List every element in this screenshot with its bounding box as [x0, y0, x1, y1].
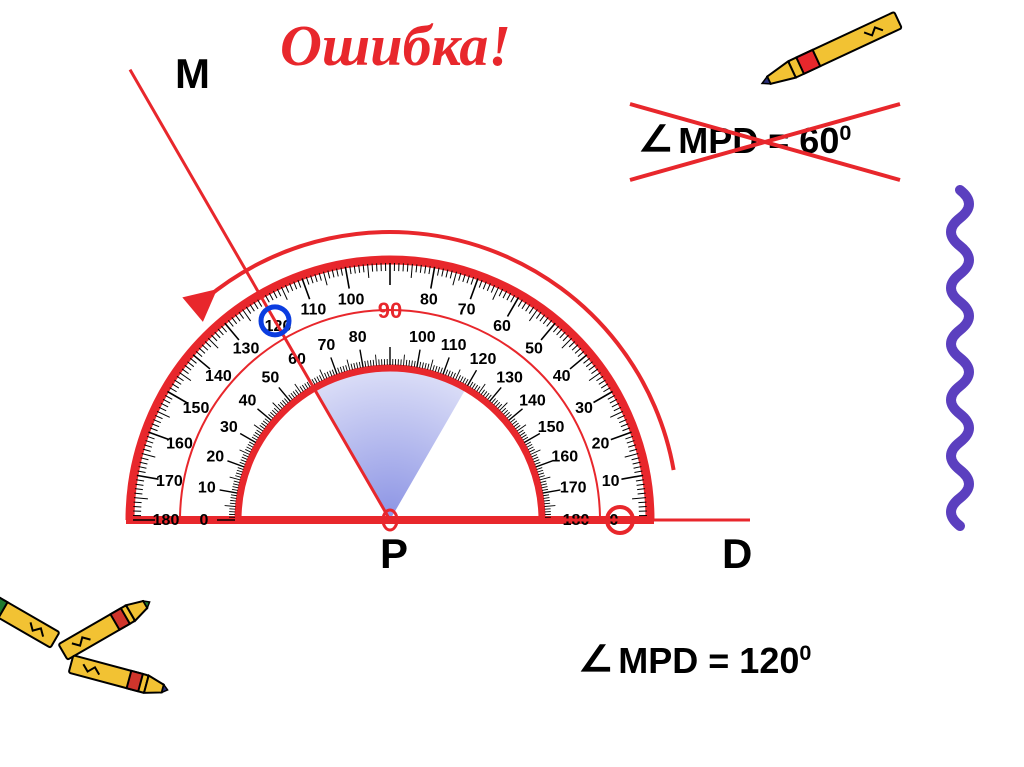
- svg-text:40: 40: [239, 392, 257, 409]
- svg-text:150: 150: [538, 419, 565, 436]
- svg-text:180: 180: [153, 512, 180, 529]
- squiggle-icon: [951, 190, 969, 526]
- svg-text:140: 140: [519, 392, 546, 409]
- svg-text:30: 30: [220, 419, 238, 436]
- svg-text:100: 100: [338, 291, 365, 308]
- svg-text:90: 90: [378, 298, 402, 323]
- svg-text:110: 110: [300, 302, 326, 319]
- svg-text:20: 20: [206, 448, 224, 465]
- diagram-svg: 0180101702016030150401405013060120701108…: [0, 0, 1024, 767]
- svg-text:40: 40: [553, 368, 571, 385]
- svg-text:130: 130: [233, 340, 260, 357]
- svg-text:170: 170: [156, 473, 183, 490]
- svg-text:130: 130: [496, 370, 523, 387]
- crayon-icon: [0, 582, 60, 648]
- svg-text:160: 160: [166, 435, 193, 452]
- svg-text:110: 110: [441, 337, 467, 354]
- svg-text:120: 120: [470, 351, 497, 368]
- svg-text:140: 140: [205, 368, 232, 385]
- crayon-icon: [59, 594, 155, 660]
- svg-text:80: 80: [420, 291, 438, 308]
- svg-text:30: 30: [575, 400, 593, 417]
- slide-stage: Ошибка! M P D ∠MPD = 600 ∠MPD = 1200 018…: [0, 0, 1024, 767]
- svg-text:50: 50: [262, 370, 280, 387]
- svg-text:50: 50: [525, 340, 543, 357]
- svg-text:70: 70: [317, 337, 335, 354]
- svg-text:100: 100: [409, 329, 436, 346]
- svg-text:20: 20: [592, 435, 610, 452]
- svg-text:70: 70: [458, 302, 476, 319]
- svg-text:10: 10: [602, 473, 620, 490]
- svg-text:160: 160: [551, 448, 578, 465]
- svg-text:80: 80: [349, 329, 367, 346]
- crayon-icon: [758, 12, 902, 92]
- svg-text:170: 170: [560, 480, 587, 497]
- svg-text:150: 150: [183, 400, 210, 417]
- svg-text:60: 60: [493, 318, 511, 335]
- crayon-icon: [69, 655, 170, 698]
- svg-text:0: 0: [200, 512, 209, 529]
- svg-text:10: 10: [198, 480, 216, 497]
